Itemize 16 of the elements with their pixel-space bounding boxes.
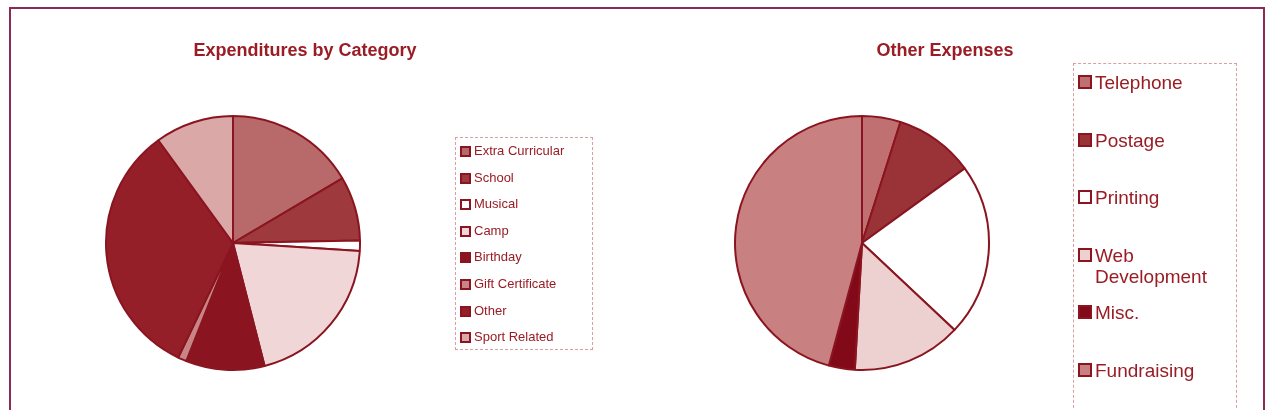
chart-title: Expenditures by Category <box>192 40 418 61</box>
legend-label: Extra Curricular <box>474 143 565 159</box>
legend-label: Musical <box>474 196 519 213</box>
legend-label: Postage <box>1095 129 1165 152</box>
legend-label: Fundraising <box>1095 359 1195 382</box>
legend-label: Camp <box>474 222 509 239</box>
legend-label: Other <box>474 302 507 319</box>
legend-label: Sport Related <box>474 329 554 346</box>
legend-label: Web Development <box>1095 244 1208 289</box>
legend-label: Telephone <box>1095 72 1183 94</box>
chart-title: Other Expenses <box>875 40 1015 61</box>
legend-label: School <box>474 169 514 186</box>
legend-label: Gift Certificate <box>474 275 557 292</box>
legend-label: Birthday <box>474 249 522 266</box>
legend-label: Printing <box>1095 187 1160 209</box>
legend-label: Misc. <box>1095 302 1140 324</box>
